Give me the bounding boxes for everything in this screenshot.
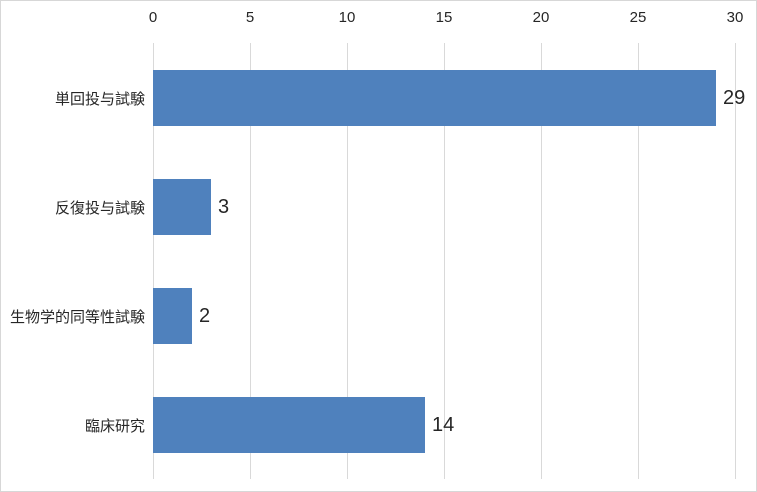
gridline-x-20 [541,43,542,479]
x-axis-tick-label: 15 [435,9,453,26]
bar [153,179,211,235]
plot-area [153,43,736,479]
category-label: 臨床研究 [84,417,145,435]
bar-value-label: 2 [199,304,211,327]
category-label: 単回投与試験 [54,90,145,108]
x-axis-tick-label: 5 [245,9,255,26]
bar-value-label: 3 [218,195,230,218]
gridline-x-25 [638,43,639,479]
x-axis-tick-label: 0 [148,9,158,26]
x-axis-tick-label: 30 [726,9,744,26]
x-axis-tick-label: 25 [629,9,647,26]
bar-value-label: 14 [432,413,455,436]
bar [153,397,425,453]
gridline-x-0 [153,43,154,479]
category-label: 反復投与試験 [54,199,145,217]
gridline-x-30 [735,43,736,479]
x-axis-tick-label: 20 [532,9,550,26]
bar [153,70,716,126]
gridline-x-15 [444,43,445,479]
gridline-x-10 [347,43,348,479]
bar-value-label: 29 [723,86,746,109]
bar [153,288,192,344]
gridline-x-5 [250,43,251,479]
category-label: 生物学的同等性試験 [9,308,145,326]
x-axis-tick-label: 10 [338,9,356,26]
